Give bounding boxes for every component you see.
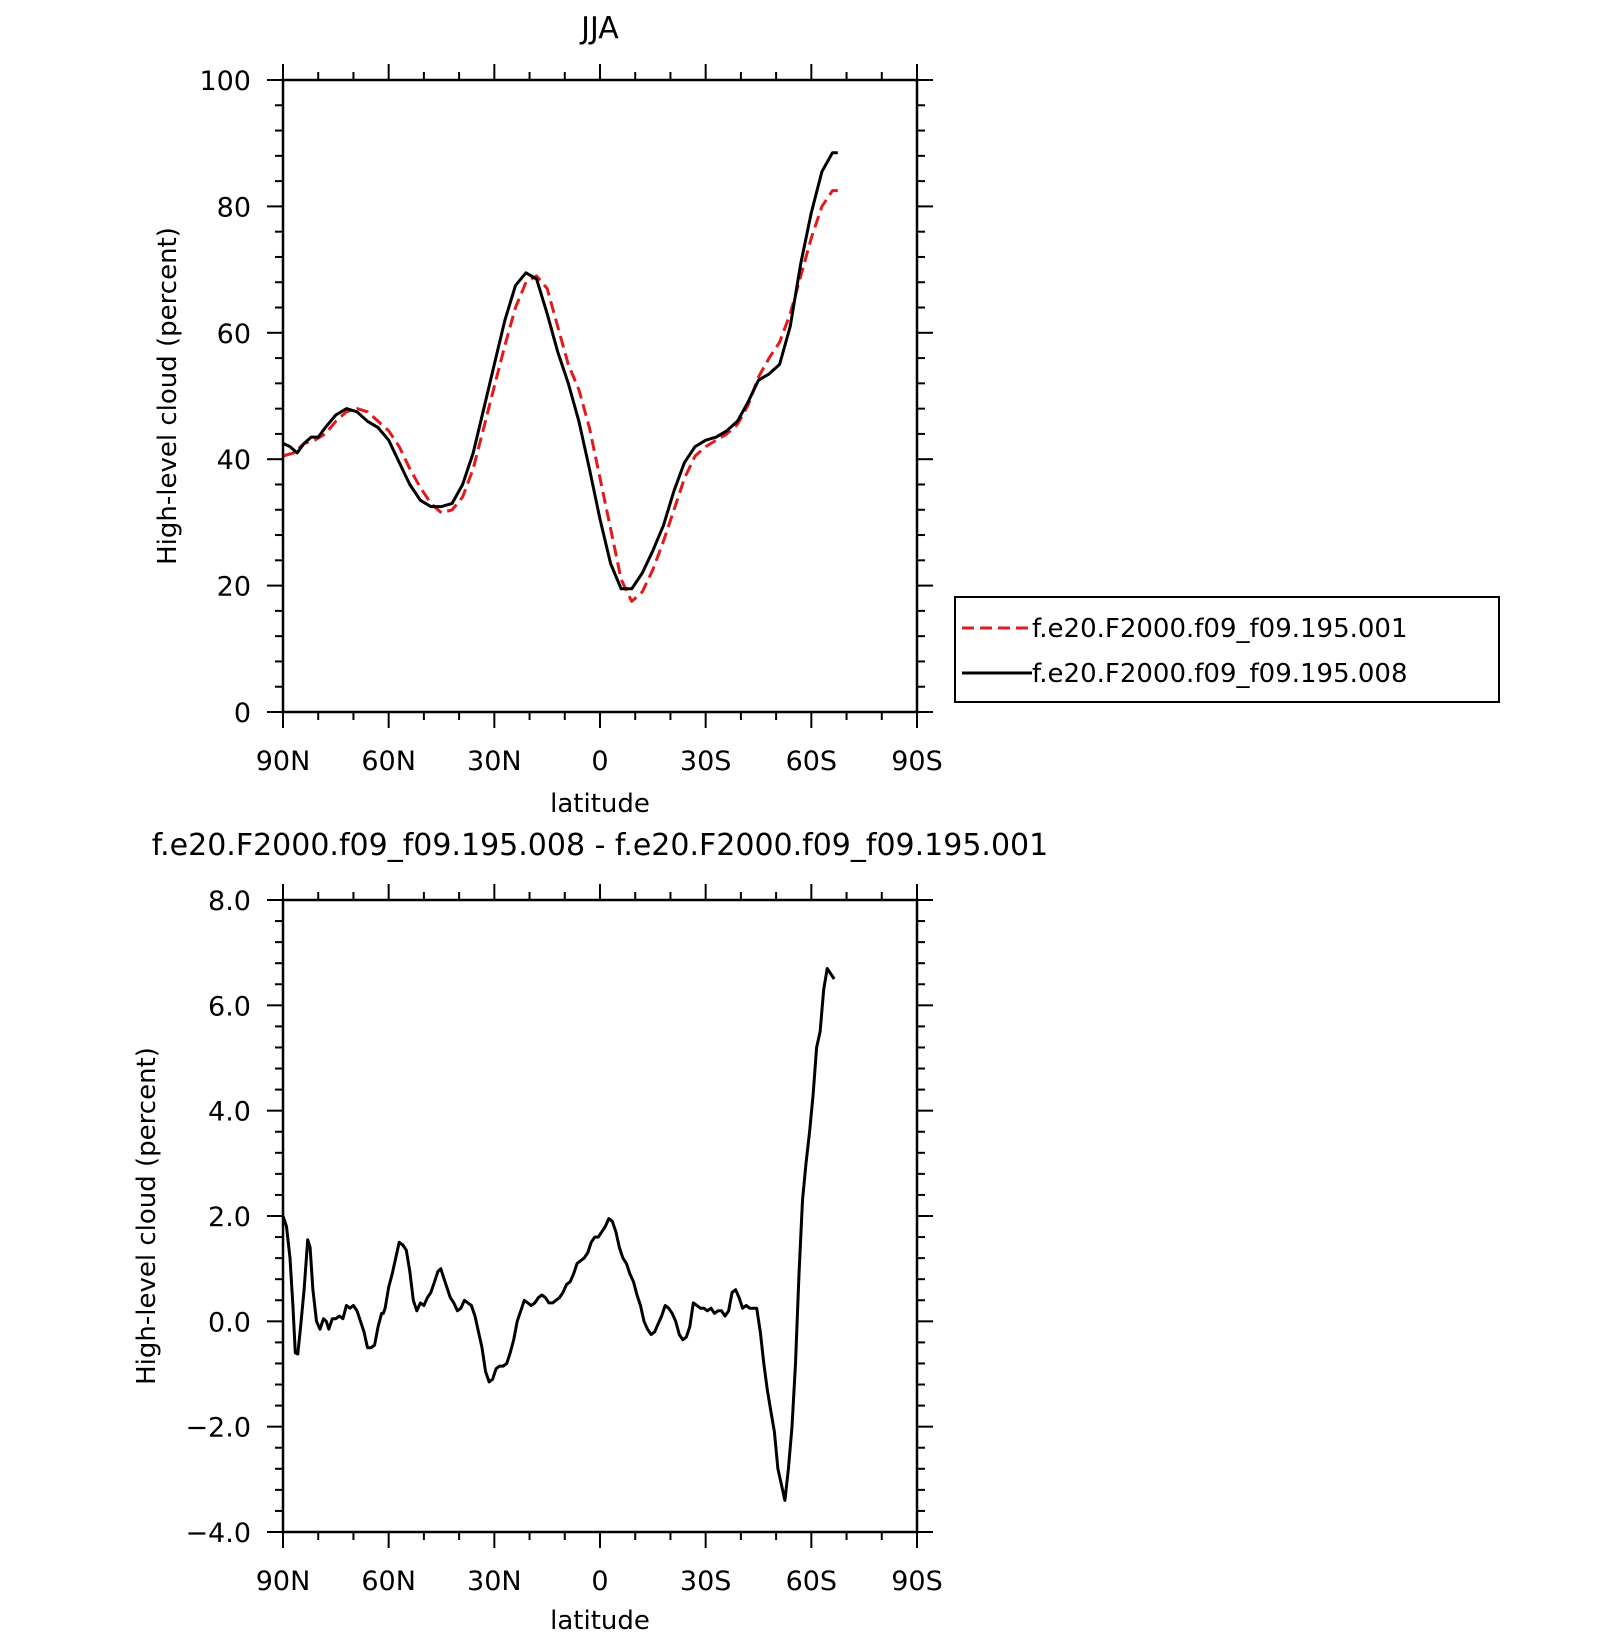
plot-frame: [281, 898, 919, 1534]
bottom-chart: f.e20.F2000.f09_f09.195.008 - f.e20.F200…: [132, 828, 1048, 1635]
y-tick-label: 4.0: [208, 1097, 251, 1128]
x-tick-label: 60S: [786, 1566, 838, 1597]
series-line-1: [281, 967, 836, 1502]
y-tick-label: 40: [217, 445, 251, 476]
y-tick-label: −4.0: [185, 1518, 251, 1549]
y-tick-label: 2.0: [208, 1202, 251, 1233]
series-line-2: [282, 151, 838, 591]
x-tick-label: 30N: [467, 1566, 522, 1597]
x-tick-label: 30S: [680, 1566, 732, 1597]
legend: f.e20.F2000.f09_f09.195.001 f.e20.F2000.…: [954, 596, 1500, 703]
y-tick-label: 0.0: [208, 1307, 251, 1338]
y-tick-label: 20: [217, 572, 251, 603]
legend-label-001: f.e20.F2000.f09_f09.195.001: [1032, 614, 1408, 644]
x-tick-label: 90N: [256, 1566, 311, 1597]
chart-title: JJA: [579, 11, 619, 46]
x-tick-label: 90S: [891, 746, 943, 777]
x-tick-label: 60N: [361, 746, 416, 777]
series-line-1: [282, 189, 838, 603]
y-tick-label: −2.0: [185, 1413, 251, 1444]
y-axis-label: High-level cloud (percent): [153, 227, 183, 565]
series-group: [281, 967, 836, 1502]
x-tick-label: 60S: [786, 746, 838, 777]
plot-frame: [281, 78, 919, 714]
top-chart: JJA 0 20 40 60 80 100 90N 60N 30N 0 30S 60S 90S lat…: [153, 11, 1500, 819]
x-axis-label: latitude: [550, 1606, 650, 1635]
x-axis-ticks: 90N 60N 30N 0 30S 60S 90S: [256, 64, 943, 777]
legend-box: [954, 596, 1500, 703]
y-tick-label: 80: [217, 192, 251, 223]
x-axis-ticks: 90N 60N 30N 0 30S 60S 90S: [256, 884, 943, 1597]
x-tick-label: 30S: [680, 746, 732, 777]
y-tick-label: 0: [234, 698, 251, 729]
legend-label-008: f.e20.F2000.f09_f09.195.008: [1032, 659, 1408, 689]
x-axis-label: latitude: [550, 789, 650, 819]
y-tick-label: 8.0: [208, 886, 251, 917]
series-group: [282, 151, 838, 603]
y-tick-label: 100: [199, 66, 251, 97]
y-tick-label: 60: [217, 319, 251, 350]
y-axis-label: High-level cloud (percent): [132, 1047, 162, 1385]
x-tick-label: 90S: [891, 1566, 943, 1597]
y-axis-ticks: −4.0 −2.0 0.0 2.0 4.0 6.0 8.0: [185, 886, 933, 1549]
chart-title: f.e20.F2000.f09_f09.195.008 - f.e20.F200…: [152, 828, 1048, 863]
y-tick-label: 6.0: [208, 991, 251, 1022]
x-tick-label: 60N: [361, 1566, 416, 1597]
x-tick-label: 30N: [467, 746, 522, 777]
y-axis-ticks: 0 20 40 60 80 100: [199, 66, 933, 729]
x-tick-label: 90N: [256, 746, 311, 777]
x-tick-label: 0: [591, 1566, 608, 1597]
x-tick-label: 0: [591, 746, 608, 777]
